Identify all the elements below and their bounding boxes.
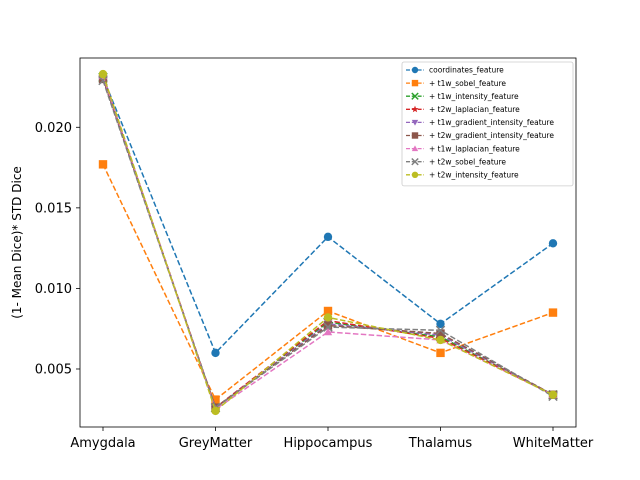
legend-label: + t1w_laplacian_feature — [429, 144, 520, 153]
legend-label: coordinates_feature — [429, 66, 504, 75]
data-point — [323, 313, 333, 322]
legend-label: + t1w_sobel_feature — [429, 79, 506, 88]
data-point — [436, 329, 445, 338]
legend-marker — [411, 105, 419, 113]
y-axis-label: (1- Mean Dice)* STD Dice — [10, 166, 24, 319]
legend-item: + t1w_intensity_feature — [406, 92, 519, 101]
legend-box — [401, 61, 574, 187]
x-tick-label: Thalamus — [408, 436, 473, 451]
data-point — [98, 160, 108, 169]
legend-item: + t1w_gradient_intensity_feature — [406, 118, 554, 127]
x-tick-label: Amygdala — [70, 436, 135, 451]
legend-marker — [411, 145, 419, 152]
legend-item: coordinates_feature — [406, 66, 504, 75]
legend-item: + t2w_sobel_feature — [406, 157, 506, 166]
data-point — [323, 306, 333, 316]
legend-item: + t1w_sobel_feature — [406, 79, 506, 88]
data-point — [436, 335, 445, 345]
data-point — [436, 319, 445, 329]
series-t2w-intensity-feature — [98, 69, 558, 416]
y-tick-label: 0.010 — [35, 282, 72, 297]
x-axis-ticks: Amygdala GreyMatter Hippocampus Thalamus Whi… — [70, 427, 594, 451]
x-tick-label: WhiteMatter — [513, 436, 594, 451]
legend-marker — [411, 66, 419, 74]
data-point — [548, 239, 558, 248]
data-point — [211, 406, 220, 416]
legend-marker — [411, 92, 419, 100]
legend-item: + t2w_intensity_feature — [406, 171, 519, 180]
y-tick-label: 0.005 — [35, 362, 72, 377]
data-point — [435, 325, 446, 336]
data-point — [548, 390, 558, 399]
legend-label: + t2w_intensity_feature — [429, 171, 519, 180]
y-axis-ticks: 0.005 0.010 0.015 0.020 — [35, 121, 80, 377]
x-tick-label: Hippocampus — [284, 436, 373, 451]
legend-item: + t2w_gradient_intensity_feature — [406, 131, 554, 140]
y-tick-label: 0.015 — [35, 201, 72, 216]
data-point — [323, 327, 333, 336]
data-point — [436, 348, 445, 358]
legend: coordinates_feature + t1w_sobel_feature + … — [401, 61, 574, 187]
series-line — [102, 164, 554, 401]
data-point — [211, 348, 220, 358]
legend-marker — [411, 171, 419, 178]
data-point — [323, 321, 333, 330]
data-point — [98, 69, 108, 79]
legend-marker — [411, 79, 419, 87]
plot-area — [98, 69, 558, 416]
legend-item: + t1w_laplacian_feature — [406, 144, 520, 153]
y-tick-label: 0.020 — [35, 121, 72, 136]
x-tick-label: GreyMatter — [179, 436, 253, 451]
data-point — [548, 308, 558, 317]
data-point — [323, 232, 333, 242]
legend-label: + t1w_gradient_intensity_feature — [429, 118, 554, 127]
legend-item: + t2w_laplacian_feature — [406, 105, 520, 114]
legend-label: + t2w_gradient_intensity_feature — [429, 131, 554, 140]
legend-label: + t1w_intensity_feature — [429, 92, 519, 101]
legend-marker — [411, 157, 419, 166]
legend-marker — [411, 132, 419, 139]
series-t1w-sobel-feature — [98, 160, 558, 404]
legend-marker — [411, 119, 419, 126]
data-point — [323, 322, 333, 332]
data-point — [211, 395, 220, 404]
legend-label: + t2w_sobel_feature — [429, 157, 506, 166]
legend-label: + t2w_laplacian_feature — [429, 105, 520, 114]
